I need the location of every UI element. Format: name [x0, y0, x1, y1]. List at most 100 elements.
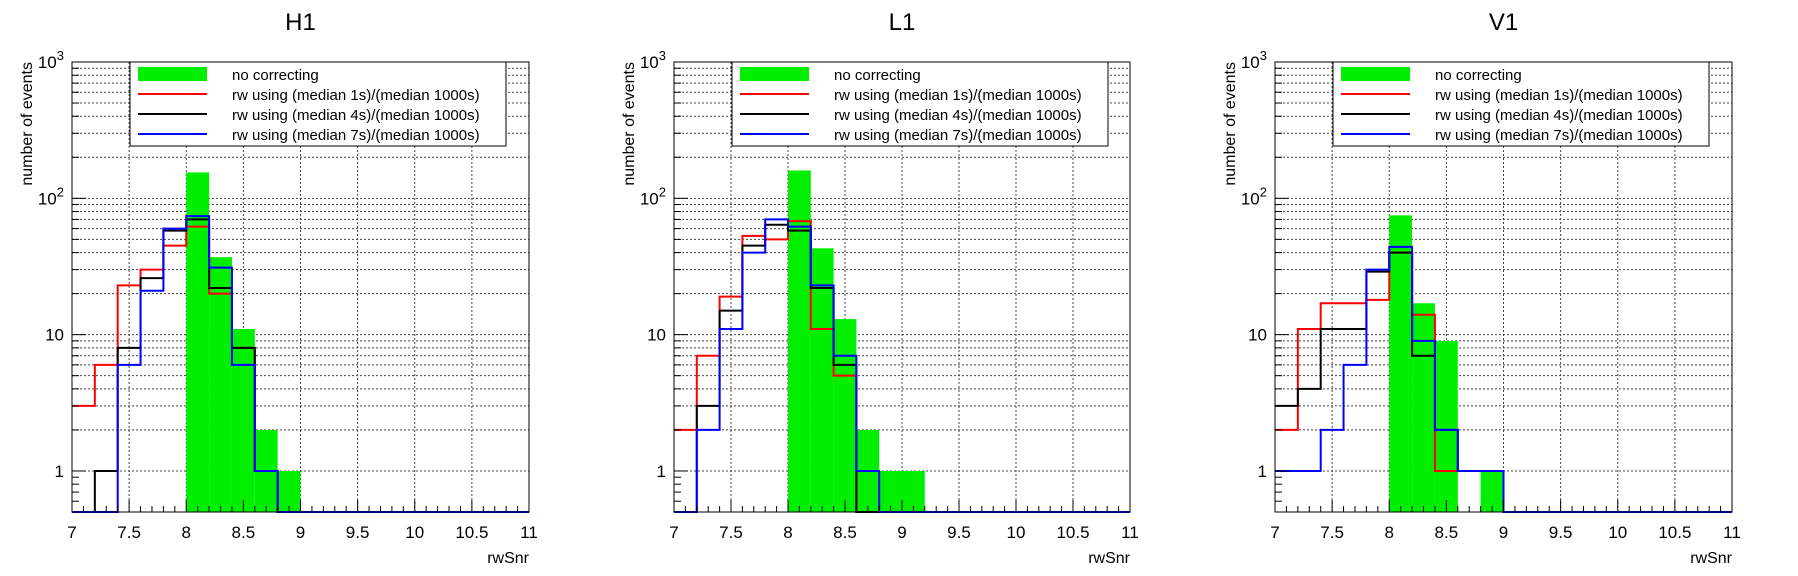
y-tick-base: 10: [640, 53, 659, 72]
y-tick-label: 10: [1248, 326, 1267, 345]
y-tick-base: 10: [38, 53, 57, 72]
bar: [788, 170, 811, 512]
x-tick-label: 7.5: [117, 523, 141, 542]
legend-swatch-filled: [138, 67, 207, 81]
legend: no correcting rw using (median 1s)/(media…: [731, 61, 1109, 147]
bar: [902, 470, 925, 512]
y-tick-exponent: 2: [57, 184, 64, 199]
legend-entry-label: rw using (median 7s)/(median 1000s): [232, 127, 480, 144]
chart-title: V1: [1489, 9, 1518, 36]
y-tick-base: 10: [640, 189, 659, 208]
x-tick-label: 8.5: [232, 523, 256, 542]
x-tick-label: 8.5: [1435, 523, 1459, 542]
y-tick-label: 102: [640, 184, 666, 208]
y-tick-exponent: 2: [1260, 184, 1267, 199]
series-no-correcting: [788, 170, 925, 513]
x-tick-label: 8.5: [833, 523, 857, 542]
y-tick-exponent: 3: [57, 48, 64, 63]
x-ticks: [71, 500, 530, 512]
x-tick-label: 8: [182, 523, 191, 542]
bar: [833, 319, 857, 512]
legend-entry-label: rw using (median 7s)/(median 1000s): [834, 127, 1082, 144]
x-axis-label: rwSnr: [1690, 550, 1732, 567]
bar: [1480, 470, 1504, 512]
y-tick-label: 103: [640, 48, 666, 72]
x-tick-label: 10.5: [1658, 523, 1691, 542]
y-axis-label: number of events: [1222, 62, 1239, 186]
y-axis-label: number of events: [19, 62, 36, 186]
x-tick-label: 10: [405, 523, 424, 542]
x-tick-label: 9: [296, 523, 305, 542]
y-tick-base: 10: [38, 189, 57, 208]
legend-entry-label: rw using (median 4s)/(median 1000s): [232, 107, 480, 124]
legend-entry-label: rw using (median 1s)/(median 1000s): [834, 87, 1082, 104]
x-tick-label: 7: [1270, 523, 1279, 542]
legend-swatch-filled: [1341, 67, 1410, 81]
y-tick-exponent: 3: [659, 48, 666, 63]
y-tick-label: 103: [1241, 48, 1267, 72]
bar: [186, 172, 210, 512]
y-ticks: [674, 67, 688, 513]
x-tick-label: 7: [67, 523, 76, 542]
bar: [209, 257, 232, 512]
legend-entry-label: no correcting: [834, 67, 921, 84]
legend: no correcting rw using (median 1s)/(media…: [1332, 61, 1710, 147]
x-tick-label: 8: [1385, 523, 1394, 542]
legend-entry-label: no correcting: [1435, 67, 1522, 84]
x-ticks: [673, 500, 1131, 512]
y-tick-exponent: 3: [1260, 48, 1267, 63]
bar: [1434, 340, 1458, 512]
x-tick-label: 11: [1121, 523, 1139, 542]
legend-entry-label: no correcting: [232, 67, 319, 84]
y-ticks: [72, 67, 86, 513]
x-tick-label: 7: [669, 523, 678, 542]
x-tick-label: 7.5: [1320, 523, 1344, 542]
x-tick-label: 11: [1723, 523, 1741, 542]
y-axis-label: number of events: [621, 62, 638, 186]
series-no-correcting: [186, 172, 301, 512]
series-no-correcting: [1389, 215, 1504, 512]
legend-entry-label: rw using (median 7s)/(median 1000s): [1435, 127, 1683, 144]
x-tick-label: 7.5: [719, 523, 743, 542]
x-tick-label: 9: [897, 523, 906, 542]
x-tick-label: 10.5: [455, 523, 488, 542]
histogram-panel-h1: 7 7.5 8 8.5 9 9.5 10 10.5 11110102103H1rwSnrnumb…: [19, 9, 538, 567]
chart-title: L1: [889, 9, 916, 36]
x-tick-label: 10: [1608, 523, 1627, 542]
x-tick-label: 9.5: [346, 523, 370, 542]
bar: [277, 470, 301, 512]
legend-entry-label: rw using (median 4s)/(median 1000s): [834, 107, 1082, 124]
y-tick-base: 10: [1241, 189, 1260, 208]
bar: [810, 248, 834, 513]
bar: [231, 328, 255, 512]
x-tick-label: 9.5: [1549, 523, 1573, 542]
bar: [1412, 303, 1435, 512]
chart-title: H1: [285, 9, 316, 36]
bar: [1389, 215, 1413, 512]
histogram-panel-v1: 7 7.5 8 8.5 9 9.5 10 10.5 11110102103V1rwSnrnumb…: [1222, 9, 1741, 567]
y-tick-label: 1: [1258, 462, 1267, 481]
x-tick-label: 9.5: [947, 523, 971, 542]
y-tick-label: 102: [38, 184, 64, 208]
y-tick-label: 10: [647, 326, 666, 345]
x-tick-label: 10: [1007, 523, 1026, 542]
y-tick-label: 1: [657, 462, 666, 481]
x-tick-label: 11: [520, 523, 538, 542]
legend-entry-label: rw using (median 4s)/(median 1000s): [1435, 107, 1683, 124]
bar: [879, 470, 902, 512]
grid: [674, 62, 1130, 512]
x-tick-label: 8: [783, 523, 792, 542]
y-tick-label: 102: [1241, 184, 1267, 208]
x-axis-label: rwSnr: [487, 550, 529, 567]
x-tick-label: 10.5: [1056, 523, 1089, 542]
legend-entry-label: rw using (median 1s)/(median 1000s): [232, 87, 480, 104]
x-axis-label: rwSnr: [1088, 550, 1130, 567]
legend: no correcting rw using (median 1s)/(media…: [129, 61, 507, 147]
histogram-panel-l1: 7 7.5 8 8.5 9 9.5 10 10.5 11110102103L1rwSnrnumb…: [621, 9, 1139, 567]
y-tick-label: 10: [45, 326, 64, 345]
legend-entry-label: rw using (median 1s)/(median 1000s): [1435, 87, 1683, 104]
x-ticks: [1274, 500, 1733, 512]
y-tick-base: 10: [1241, 53, 1260, 72]
y-tick-exponent: 2: [659, 184, 666, 199]
